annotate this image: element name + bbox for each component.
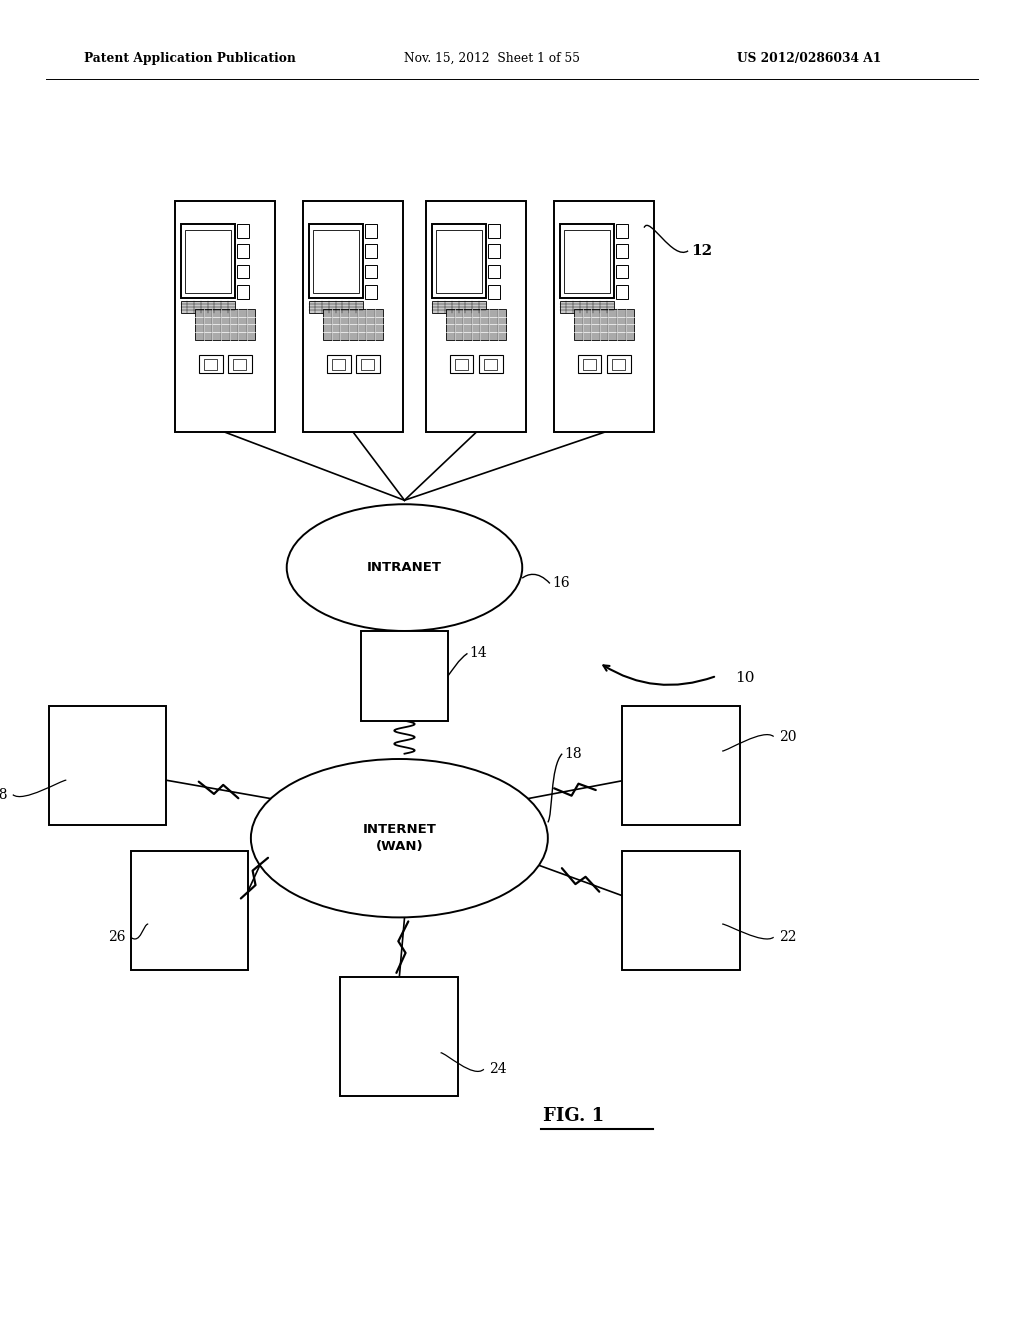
FancyBboxPatch shape xyxy=(308,301,362,313)
Text: Patent Application Publication: Patent Application Publication xyxy=(84,51,296,65)
FancyBboxPatch shape xyxy=(366,285,377,298)
Text: Nov. 15, 2012  Sheet 1 of 55: Nov. 15, 2012 Sheet 1 of 55 xyxy=(404,51,581,65)
FancyBboxPatch shape xyxy=(607,355,631,374)
FancyBboxPatch shape xyxy=(479,355,503,374)
Text: 18: 18 xyxy=(564,747,582,760)
FancyBboxPatch shape xyxy=(455,359,468,370)
FancyBboxPatch shape xyxy=(484,359,498,370)
FancyBboxPatch shape xyxy=(204,359,217,370)
FancyBboxPatch shape xyxy=(616,285,628,298)
FancyBboxPatch shape xyxy=(356,355,380,374)
FancyBboxPatch shape xyxy=(554,202,654,433)
Text: 26: 26 xyxy=(108,931,125,944)
FancyBboxPatch shape xyxy=(184,230,230,293)
Text: INTERNET
(WAN): INTERNET (WAN) xyxy=(362,824,436,853)
FancyBboxPatch shape xyxy=(612,359,626,370)
FancyBboxPatch shape xyxy=(233,359,247,370)
FancyBboxPatch shape xyxy=(340,977,459,1096)
FancyBboxPatch shape xyxy=(312,230,358,293)
FancyBboxPatch shape xyxy=(196,309,255,339)
FancyBboxPatch shape xyxy=(238,224,249,238)
Text: 20: 20 xyxy=(779,730,797,743)
FancyBboxPatch shape xyxy=(450,355,473,374)
FancyBboxPatch shape xyxy=(238,265,249,279)
FancyBboxPatch shape xyxy=(308,224,362,298)
FancyBboxPatch shape xyxy=(616,244,628,257)
Ellipse shape xyxy=(287,504,522,631)
FancyBboxPatch shape xyxy=(366,265,377,279)
FancyBboxPatch shape xyxy=(488,244,500,257)
FancyBboxPatch shape xyxy=(228,355,252,374)
FancyBboxPatch shape xyxy=(131,851,248,970)
FancyBboxPatch shape xyxy=(578,355,601,374)
Text: 16: 16 xyxy=(552,577,569,590)
Text: FIG. 1: FIG. 1 xyxy=(543,1106,604,1125)
FancyBboxPatch shape xyxy=(238,285,249,298)
Text: 24: 24 xyxy=(489,1063,507,1076)
FancyBboxPatch shape xyxy=(623,851,739,970)
FancyBboxPatch shape xyxy=(426,202,526,433)
FancyBboxPatch shape xyxy=(616,265,628,279)
FancyBboxPatch shape xyxy=(488,265,500,279)
FancyBboxPatch shape xyxy=(48,706,166,825)
FancyBboxPatch shape xyxy=(366,244,377,257)
FancyBboxPatch shape xyxy=(361,631,449,721)
FancyBboxPatch shape xyxy=(327,355,350,374)
FancyBboxPatch shape xyxy=(616,224,628,238)
Text: 28: 28 xyxy=(0,788,8,801)
FancyBboxPatch shape xyxy=(574,309,634,339)
FancyBboxPatch shape xyxy=(303,202,403,433)
FancyBboxPatch shape xyxy=(431,224,485,298)
FancyBboxPatch shape xyxy=(488,224,500,238)
Text: INTRANET: INTRANET xyxy=(367,561,442,574)
FancyBboxPatch shape xyxy=(199,355,222,374)
FancyBboxPatch shape xyxy=(175,202,275,433)
FancyBboxPatch shape xyxy=(623,706,739,825)
FancyBboxPatch shape xyxy=(446,309,506,339)
FancyBboxPatch shape xyxy=(180,224,234,298)
FancyBboxPatch shape xyxy=(332,359,345,370)
FancyBboxPatch shape xyxy=(435,230,481,293)
FancyBboxPatch shape xyxy=(559,224,613,298)
FancyBboxPatch shape xyxy=(583,359,596,370)
FancyBboxPatch shape xyxy=(324,309,383,339)
FancyBboxPatch shape xyxy=(488,285,500,298)
FancyBboxPatch shape xyxy=(366,224,377,238)
Text: 12: 12 xyxy=(691,244,713,257)
Ellipse shape xyxy=(251,759,548,917)
FancyBboxPatch shape xyxy=(238,244,249,257)
Text: 14: 14 xyxy=(469,647,487,660)
FancyBboxPatch shape xyxy=(559,301,613,313)
FancyBboxPatch shape xyxy=(180,301,234,313)
Text: US 2012/0286034 A1: US 2012/0286034 A1 xyxy=(737,51,882,65)
FancyBboxPatch shape xyxy=(361,359,375,370)
Text: 10: 10 xyxy=(735,672,755,685)
Text: 22: 22 xyxy=(779,931,797,944)
FancyBboxPatch shape xyxy=(431,301,485,313)
FancyBboxPatch shape xyxy=(563,230,609,293)
